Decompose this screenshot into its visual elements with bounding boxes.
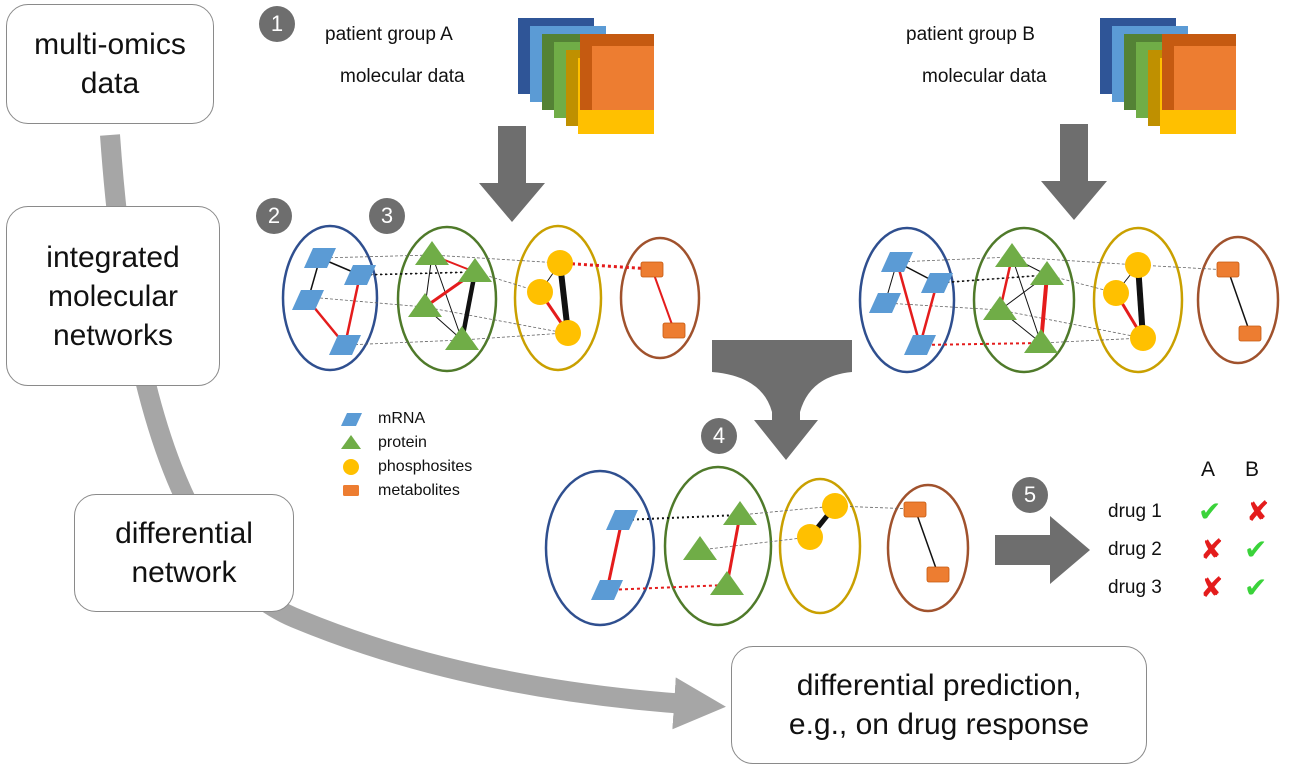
box-line: network (131, 556, 237, 589)
cross-icon: ✘ (1200, 572, 1224, 603)
integrated-networks-box: integrated molecular networks (6, 206, 220, 386)
cross-icon: ✘ (1200, 534, 1224, 565)
merge-arrow-icon (712, 340, 852, 460)
down-arrow-a-icon (479, 126, 545, 222)
step-badge-4: 4 (701, 418, 737, 454)
prediction-box: differential prediction, e.g., on drug re… (731, 646, 1147, 764)
box-line: differential prediction, (796, 669, 1082, 702)
right-arrow-icon (995, 516, 1090, 584)
cross-icon: ✘ (1246, 496, 1270, 527)
box-line: integrated (46, 240, 180, 274)
check-icon: ✔ (1244, 572, 1268, 603)
legend-phosphosite-icon (343, 459, 359, 475)
legend-mrna-icon (341, 413, 362, 426)
column-header-b: B (1245, 458, 1260, 481)
legend-metabolite-icon (343, 485, 359, 496)
group-b-title: patient group B (906, 24, 1035, 45)
step-badge-2: 2 (256, 198, 292, 234)
box-line: differential (115, 517, 253, 550)
group-a-title: patient group A (325, 24, 453, 45)
legend-protein-label: protein (378, 434, 427, 451)
check-icon: ✔ (1244, 534, 1268, 565)
drug-label: drug 3 (1108, 577, 1162, 598)
legend-protein-icon (341, 435, 361, 449)
group-a-subtitle: molecular data (340, 66, 465, 87)
down-arrow-b-icon (1041, 124, 1107, 220)
data-stack-b-icon (1100, 18, 1236, 134)
check-icon: ✔ (1198, 496, 1222, 527)
legend-phosphosite-label: phosphosites (378, 458, 473, 475)
network-group-b (858, 226, 1280, 374)
box-line: molecular (47, 279, 179, 313)
network-group-a (281, 224, 701, 373)
drug-label: drug 2 (1108, 539, 1162, 560)
box-line: data (80, 67, 140, 100)
differential-network-box: differential network (74, 494, 294, 612)
legend-metabolite-label: metabolites (378, 482, 460, 499)
multi-omics-box: multi-omics data (6, 4, 214, 124)
differential-network-group (544, 465, 970, 627)
box-line: networks (52, 318, 174, 352)
drug-label: drug 1 (1108, 501, 1162, 522)
legend-mrna-label: mRNA (378, 410, 426, 427)
group-b-subtitle: molecular data (922, 66, 1047, 87)
box-line: e.g., on drug response (788, 708, 1090, 741)
data-stack-a-icon (518, 18, 654, 134)
column-header-a: A (1201, 458, 1216, 481)
step-badge-5: 5 (1012, 477, 1048, 513)
box-line: multi-omics (34, 28, 186, 61)
step-badge-1: 1 (259, 6, 295, 42)
step-badge-3: 3 (369, 198, 405, 234)
